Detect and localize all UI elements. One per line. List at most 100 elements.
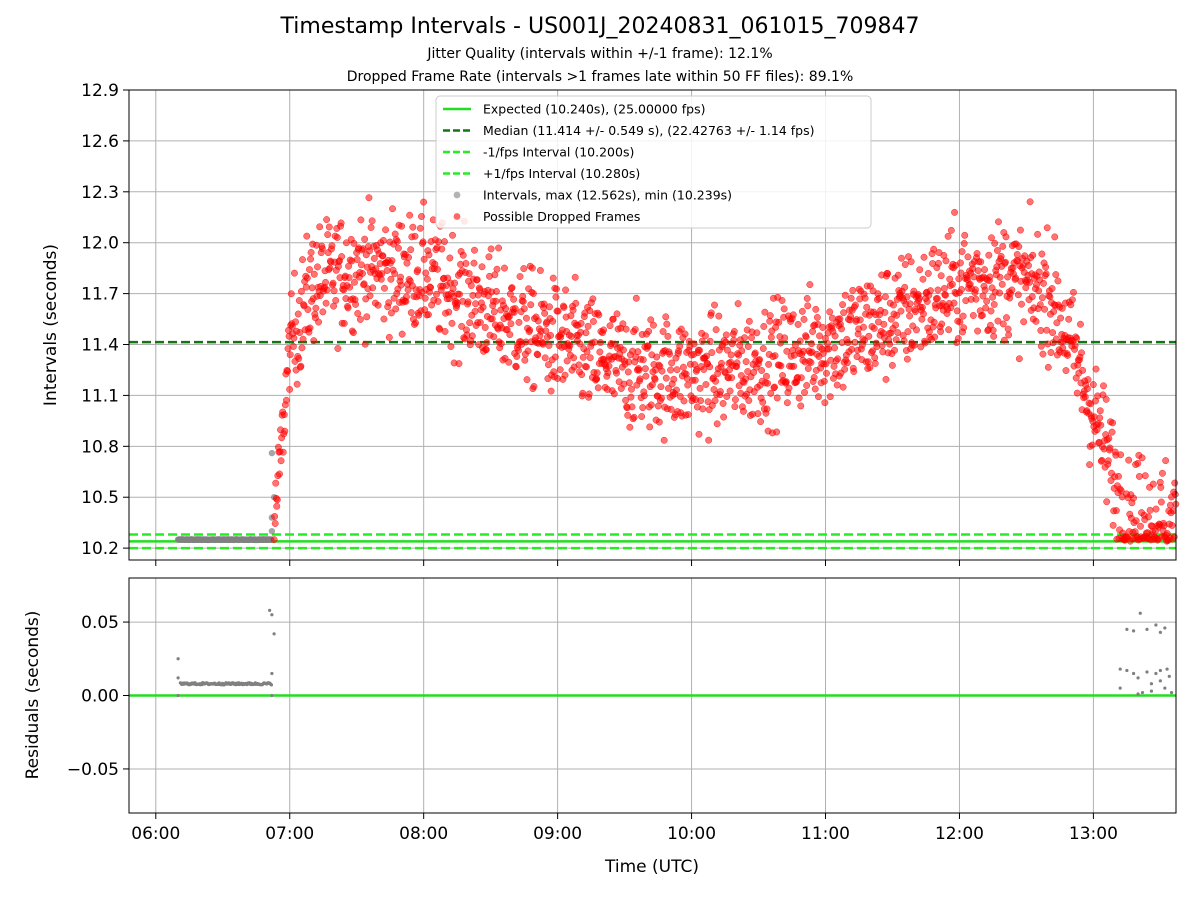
top-dropped-point (741, 334, 748, 342)
top-dropped-point (405, 253, 413, 261)
top-dropped-point (680, 397, 688, 405)
top-dropped-point (934, 286, 942, 294)
top-dropped-point (571, 273, 579, 281)
top-dropped-point (383, 267, 391, 274)
top-dropped-point (407, 246, 415, 254)
top-dropped-point (702, 381, 710, 388)
top-dropped-point (1046, 293, 1054, 301)
top-dropped-point (771, 383, 778, 391)
bottom-residual-point (270, 613, 274, 617)
top-dropped-point (667, 366, 675, 374)
top-dropped-point (398, 222, 406, 230)
bottom-residual-point (272, 632, 276, 636)
top-dropped-point (958, 286, 965, 293)
top-dropped-point (666, 350, 673, 358)
top-y-tick-label: 10.2 (81, 539, 119, 559)
top-dropped-point (425, 251, 433, 259)
top-dropped-point (527, 301, 535, 309)
top-dropped-point (1012, 274, 1020, 282)
top-dropped-point (353, 256, 361, 263)
top-dropped-point (1053, 319, 1061, 327)
top-dropped-point (973, 250, 981, 257)
top-dropped-point (1103, 498, 1111, 506)
top-dropped-point (584, 322, 592, 330)
top-dropped-point (816, 332, 823, 340)
top-dropped-point (670, 375, 678, 383)
top-dropped-point (326, 264, 334, 272)
top-dropped-point (722, 338, 730, 346)
top-dropped-point (825, 345, 833, 353)
top-dropped-point (367, 223, 375, 231)
top-dropped-point (811, 385, 819, 393)
top-dropped-point (959, 312, 967, 320)
top-dropped-point (861, 294, 869, 302)
top-dropped-point (1071, 341, 1079, 349)
top-dropped-point (775, 318, 783, 326)
top-dropped-point (699, 405, 707, 413)
top-dropped-point (315, 318, 323, 326)
top-dropped-point (523, 376, 531, 384)
top-dropped-point (414, 266, 422, 274)
top-dropped-point (363, 313, 371, 321)
top-dropped-point (381, 284, 388, 292)
top-dropped-point (712, 377, 720, 385)
top-dropped-point (319, 308, 327, 316)
bottom-residual-point (1131, 671, 1136, 676)
top-dropped-point (458, 322, 466, 330)
top-dropped-point (937, 328, 945, 336)
top-dropped-point (945, 326, 953, 334)
top-dropped-point (296, 329, 304, 336)
top-dropped-point (516, 273, 524, 280)
top-dropped-point (1039, 350, 1047, 358)
top-dropped-point (994, 317, 1002, 325)
top-dropped-point (716, 388, 724, 395)
top-dropped-point (865, 332, 873, 340)
top-dropped-point (316, 223, 324, 231)
top-dropped-point (944, 232, 952, 240)
top-dropped-point (280, 411, 288, 419)
top-dropped-point (288, 323, 296, 331)
top-dropped-point (708, 349, 716, 357)
top-dropped-point (789, 311, 797, 319)
top-dropped-point (593, 369, 601, 377)
top-dropped-point (663, 320, 671, 328)
top-dropped-point (521, 356, 529, 364)
top-dropped-point (541, 309, 549, 317)
top-dropped-point (323, 286, 331, 294)
top-dropped-point (346, 283, 354, 291)
top-dropped-point (541, 354, 549, 362)
top-dropped-point (591, 338, 598, 346)
top-dropped-point (906, 300, 914, 308)
top-dropped-point (844, 339, 852, 347)
top-dropped-point (306, 324, 314, 332)
top-dropped-point (604, 369, 612, 377)
top-dropped-point (528, 264, 536, 272)
top-dropped-point (993, 247, 1001, 254)
top-dropped-point (1104, 457, 1112, 465)
top-dropped-point (576, 340, 584, 348)
top-dropped-point (758, 367, 766, 374)
top-dropped-point (1029, 251, 1037, 259)
top-dropped-point (409, 223, 417, 231)
top-dropped-point (307, 255, 314, 263)
top-dropped-point (1106, 444, 1114, 452)
top-dropped-point (544, 361, 552, 369)
top-dropped-point (681, 330, 689, 338)
top-dropped-point (673, 366, 681, 374)
top-dropped-point (920, 253, 928, 261)
top-y-tick-label: 11.7 (81, 285, 119, 305)
top-dropped-point (471, 307, 479, 315)
top-dropped-point (679, 363, 687, 371)
top-dropped-point (493, 287, 500, 295)
top-dropped-point (974, 327, 982, 335)
top-dropped-point (619, 346, 627, 354)
top-dropped-point (540, 300, 548, 308)
top-dropped-point (610, 390, 618, 398)
top-dropped-point (1081, 393, 1089, 401)
top-dropped-point (424, 311, 432, 319)
top-dropped-point (1028, 293, 1036, 301)
top-dropped-point (385, 333, 393, 341)
top-dropped-point (472, 300, 480, 308)
top-dropped-point (569, 306, 577, 314)
top-dropped-point (298, 344, 306, 352)
